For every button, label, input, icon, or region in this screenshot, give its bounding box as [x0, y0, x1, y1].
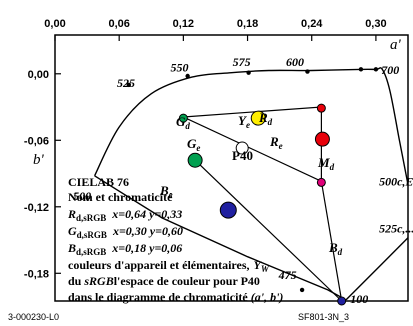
locus-tick-dot [373, 67, 379, 72]
x-tick-label: 0,00 [44, 18, 65, 30]
point-G_d2 [178, 113, 188, 123]
y-axis-label: b' [33, 152, 45, 168]
wavelength-label: 500c,E [379, 175, 413, 189]
label-B-e: Be [159, 183, 173, 200]
line-G-to-B [194, 159, 343, 302]
wavelength-label-group: 500 525 550 575 600 700 500c,E 525c,... 475 100 [73, 55, 413, 306]
wavelength-label: 475 [278, 268, 297, 282]
locus-tick-dot [305, 69, 310, 74]
point-P40 [235, 141, 249, 155]
legend-title: CIELAB 76 [68, 175, 129, 189]
wavelength-label: 500 [73, 189, 91, 203]
point-B_d [337, 296, 347, 306]
wavelength-label: 525c,... [379, 221, 413, 235]
legend-subtitle: Nom et chromaticité [68, 190, 173, 204]
wavelength-label: 600 [286, 55, 304, 69]
locus-tick-dot [185, 73, 190, 79]
locus-tick-dot [358, 67, 364, 72]
y-tick-label: -0,12 [24, 202, 49, 214]
y-tick-label: -0,06 [24, 135, 49, 147]
x-tick-label: 0,06 [108, 18, 129, 30]
line-M-to-B [320, 181, 343, 302]
purple-line [345, 237, 409, 301]
label-Y-e: Ye [238, 113, 250, 130]
point-G_d [187, 152, 203, 168]
curve-group [93, 67, 409, 302]
x-tick-label: 0,30 [365, 18, 386, 30]
legend-row-B: Bd,sRGB x=0,18 y=0,06 [67, 241, 182, 257]
locus-tick-dot [126, 82, 132, 88]
point-M_d [316, 177, 326, 187]
label-G-d: Gd [176, 114, 190, 131]
footer-right: SF801-3N_3 [298, 312, 349, 322]
legend-block: CIELAB 76 Nom et chromaticité Rd,sRGB x=0… [67, 175, 283, 304]
wavelength-label: 550 [171, 61, 189, 75]
x-tick-label: 0,24 [301, 18, 323, 30]
x-tick-label: 0,12 [173, 18, 194, 30]
wavelength-label: 100 [350, 292, 368, 306]
spectral-locus [93, 67, 409, 185]
wavelength-label: 525 [117, 76, 135, 90]
label-B-d: Bd [328, 240, 343, 257]
plot-frame [54, 34, 409, 302]
legend-line-diagram: dans le diagramme de chromaticité (a', b… [68, 290, 283, 304]
legend-row-G: Gd,sRGB x=0,30 y=0,60 [68, 224, 183, 240]
footer-left: 3-000230-L0 [8, 312, 59, 322]
x-axis-label: a' [390, 37, 402, 53]
label-R-d: Rd [258, 110, 273, 127]
x-tick-label: 0,18 [237, 18, 258, 30]
point-R_d2 [316, 103, 326, 113]
locus-tick-dot [299, 287, 305, 293]
y-tick-label: 0,00 [28, 69, 49, 81]
point-group [178, 103, 347, 306]
label-M-d: Md [317, 155, 335, 172]
wavelength-label: 700 [381, 63, 399, 77]
wavelength-label: 575 [233, 55, 251, 69]
y-tick-group: 0,00 -0,06 -0,12 -0,18 [24, 69, 61, 280]
x-tick-group: 0,00 0,06 0,12 0,18 0,24 0,30 [44, 18, 387, 41]
y-tick-label: -0,18 [24, 268, 49, 280]
label-P40: P40 [232, 148, 253, 163]
legend-line-devices: couleurs d'appareil et élémentaires, YW [68, 258, 270, 274]
point-Y_e [250, 110, 266, 126]
legend-row-R: Rd,sRGB x=0,64 y=0,33 [67, 207, 182, 223]
point-R_d [314, 131, 330, 147]
point-B_e [219, 201, 237, 219]
label-R-e: Re [269, 134, 283, 151]
legend-line-srgb: du sRGBl'espace de couleur pour P40 [68, 274, 260, 288]
locus-tick-dot [246, 70, 251, 75]
label-G-e: Ge [187, 136, 200, 153]
